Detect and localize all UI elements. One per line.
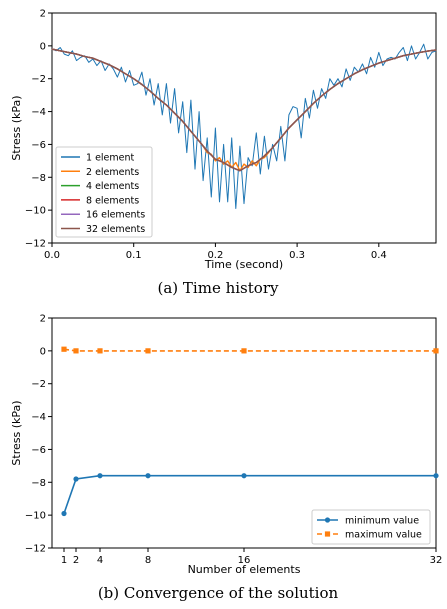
y-tick-label-a: −10 [25,206,46,217]
y-axis-ticks-a: 2 0 −2 −4 −6 −8 −10 −12 [25,9,52,250]
x-axis-label-a: Time (second) [204,258,283,271]
y-tick-label-b: −8 [31,478,46,489]
data-point-max [145,348,151,354]
data-point-max [433,348,439,354]
series-line-minimum-value [63,474,436,514]
y-tick-label-a: −4 [31,107,46,118]
x-tick-label-b: 1 [61,555,67,566]
legend-b: minimum value maximum value [311,509,431,545]
data-point-min [241,473,247,479]
caption-a: (a) Time history [158,279,279,297]
data-point-max [61,346,67,352]
data-point-max [97,348,103,354]
data-point-min [97,473,103,479]
x-tick-label-b: 4 [97,555,103,566]
data-point-min [61,510,67,517]
legend-label: 2 elements [86,167,139,178]
x-tick-label-a: 0.3 [289,250,305,261]
chart-time-history: 2 0 −2 −4 −6 −8 −10 −12 0.0 0.1 0.2 0.3 0.4 Time (s… [10,9,437,297]
chart-convergence: 20−2−4−6−8−10−12 1 2 4 8 16 32 Number of elem… [10,314,442,603]
x-tick-label-a: 0.1 [126,250,142,261]
x-axis-ticks-a: 0.0 0.1 0.2 0.3 0.4 [44,243,387,261]
legend-label: 32 elements [86,224,145,235]
data-point-min [433,473,439,479]
y-tick-label-b: −12 [25,544,46,555]
legend-marker [324,531,331,537]
y-tick-label-b: −4 [31,412,46,423]
y-tick-label-a: −6 [31,140,46,151]
legend-label: 8 elements [86,195,139,206]
data-point-max [241,348,247,354]
y-tick-label-b: 2 [40,314,46,325]
legend-a: 1 element 2 elements 4 elements 8 elements 1… [55,146,153,238]
series-lines-a [51,43,437,209]
y-axis-label-a: Stress (kPa) [10,95,23,160]
series-lines-b [61,346,439,517]
y-axis-ticks-b: 2 0 −2 −4 −6 −8 −10 −12 [25,314,52,555]
caption-b: (b) Convergence of the solution [98,584,339,602]
legend-box-b [311,509,431,545]
legend-marker [324,517,331,523]
x-tick-label-a: 0.2 [207,250,223,261]
x-tick-label-b: 2 [73,555,79,566]
legend-label: 1 element [86,153,135,164]
series-line-6 [51,48,437,172]
legend-label: maximum value [345,530,422,541]
y-tick-label-a: 2 [40,9,46,20]
y-tick-label-b: −6 [31,445,46,456]
y-tick-label-a: 0 [40,41,46,52]
y-tick-label-a: −8 [31,173,46,184]
x-tick-label-a: 0.0 [44,250,60,261]
y-tick-label-b: −10 [25,511,46,522]
x-tick-label-a: 0.4 [371,250,387,261]
y-tick-label-a: −12 [25,239,46,250]
legend-label: minimum value [345,516,419,527]
x-axis-label-b: Number of elements [188,563,301,576]
x-tick-label-b: 8 [145,555,151,566]
x-tick-label-b: 32 [430,555,443,566]
data-point-max [73,348,79,354]
legend-label: 16 elements [86,210,145,221]
y-tick-label-b: −2 [31,379,46,390]
x-tick-label-b: 16 [238,555,251,566]
x-axis-ticks-b: 1 2 4 8 16 32 [61,548,443,566]
series-line-1 [51,43,437,209]
data-point-min [73,476,79,482]
y-axis-label-b: Stress (kPa) [10,400,23,465]
y-tick-label-a: −2 [31,74,46,85]
data-point-min [145,473,151,479]
legend-label: 4 elements [86,181,139,192]
y-tick-label-b: 0 [40,346,46,357]
